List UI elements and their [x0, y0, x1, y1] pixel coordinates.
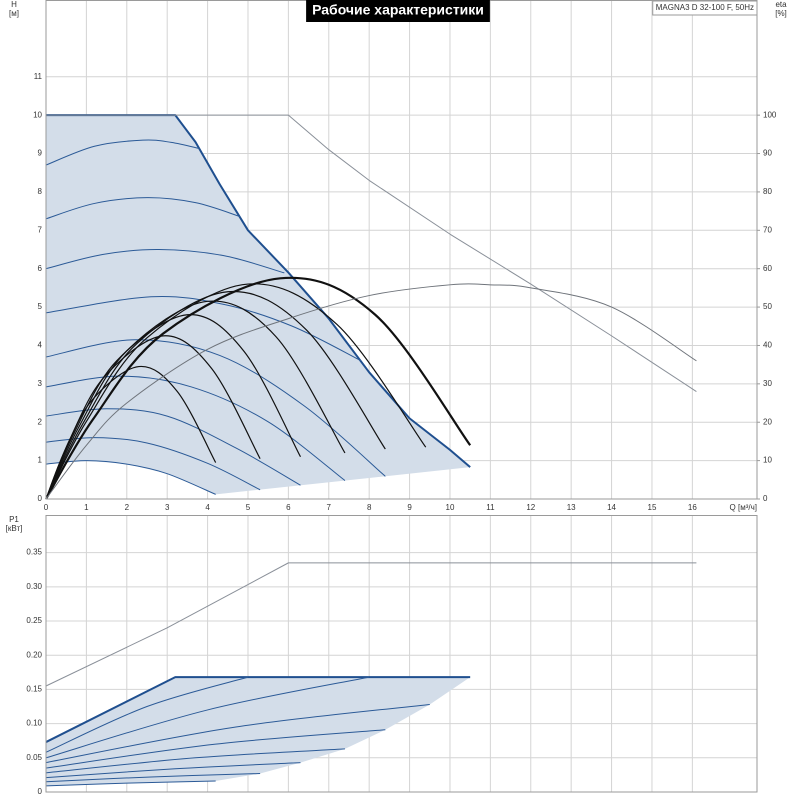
- x-tick-label: 0: [44, 503, 49, 512]
- curve: [45, 676, 471, 743]
- y-tick-label: 0.15: [26, 685, 42, 694]
- x-tick-label: 2: [125, 503, 130, 512]
- x-tick-label: 13: [567, 503, 576, 512]
- y2-tick-label: 40: [763, 341, 772, 350]
- curve: [46, 114, 697, 392]
- curve: [45, 375, 346, 481]
- y-tick-label: 0.25: [26, 616, 42, 625]
- curve: [45, 773, 261, 783]
- curve: [45, 762, 301, 779]
- y2-tick-label: 50: [763, 302, 772, 311]
- chart-title: Рабочие характеристики: [312, 2, 484, 18]
- y-axis-unit: [м]: [9, 9, 19, 18]
- y2-tick-label: 10: [763, 456, 772, 465]
- y2-tick-label: 60: [763, 264, 772, 273]
- y-tick-label: 0.35: [26, 548, 42, 557]
- curve: [45, 729, 386, 769]
- y-tick-label: 4: [38, 341, 43, 350]
- y-tick-label: 2: [38, 417, 43, 426]
- y-tick-label: 7: [38, 225, 43, 234]
- y2-tick-label: 70: [763, 225, 772, 234]
- y-tick-label: 0: [38, 494, 43, 503]
- x-tick-label: 1: [84, 503, 89, 512]
- x-axis-label: Q [м³/ч]: [730, 503, 757, 512]
- x-tick-label: 12: [526, 503, 535, 512]
- x-tick-label: 15: [648, 503, 657, 512]
- x-tick-label: 14: [607, 503, 616, 512]
- x-tick-label: 6: [286, 503, 291, 512]
- curve: [45, 703, 430, 764]
- curve: [45, 676, 249, 753]
- y2-tick-label: 80: [763, 187, 772, 196]
- x-tick-label: 7: [327, 503, 332, 512]
- y-tick-label: 11: [34, 72, 43, 81]
- x-tick-label: 11: [486, 503, 495, 512]
- curve: [45, 290, 386, 500]
- operating-area: [46, 677, 471, 786]
- model-label: MAGNA3 D 32-100 F, 50Hz: [656, 3, 754, 12]
- curve: [45, 283, 697, 500]
- y-tick-label: 9: [38, 149, 43, 158]
- y2-axis-unit: [%]: [775, 9, 787, 18]
- curve: [45, 335, 261, 500]
- y2-tick-label: 30: [763, 379, 772, 388]
- y-tick-label: 0.30: [26, 582, 42, 591]
- y-tick-label: 8: [38, 187, 43, 196]
- x-tick-label: 4: [205, 503, 210, 512]
- x-tick-label: 5: [246, 503, 251, 512]
- curve: [45, 562, 697, 687]
- y2-axis-label: eta: [775, 0, 787, 9]
- y-axis-label: P1: [9, 515, 19, 524]
- y2-tick-label: 100: [763, 110, 777, 119]
- y-tick-label: 0.05: [26, 753, 42, 762]
- curve: [45, 676, 370, 759]
- curve: [45, 748, 345, 774]
- y2-tick-label: 0: [763, 494, 768, 503]
- x-tick-label: 9: [407, 503, 412, 512]
- curve: [46, 114, 471, 468]
- y-tick-label: 1: [38, 456, 43, 465]
- curve: [45, 339, 386, 477]
- y2-tick-label: 90: [763, 149, 772, 158]
- curve: [45, 780, 216, 787]
- y-tick-label: 0.20: [26, 650, 42, 659]
- curve: [45, 276, 472, 500]
- y-tick-label: 0.10: [26, 719, 42, 728]
- operating-area: [46, 115, 471, 495]
- x-tick-label: 3: [165, 503, 170, 512]
- curve: [45, 248, 285, 274]
- curve: [45, 139, 200, 166]
- title-box: [306, 0, 490, 22]
- x-tick-label: 8: [367, 503, 372, 512]
- x-tick-label: 10: [446, 503, 455, 512]
- curve: [45, 283, 427, 500]
- y-tick-label: 6: [38, 264, 43, 273]
- x-tick-label: 16: [688, 503, 697, 512]
- curve: [45, 197, 241, 220]
- y-tick-label: 10: [33, 110, 42, 119]
- y-tick-label: 0: [38, 787, 43, 796]
- y-axis-label: H: [11, 0, 17, 9]
- y-axis-unit: [кВт]: [6, 524, 23, 533]
- model-box: [652, 0, 758, 16]
- y-tick-label: 5: [38, 302, 43, 311]
- y2-tick-label: 20: [763, 417, 772, 426]
- y-tick-label: 3: [38, 379, 43, 388]
- plot-frame: [45, 515, 758, 793]
